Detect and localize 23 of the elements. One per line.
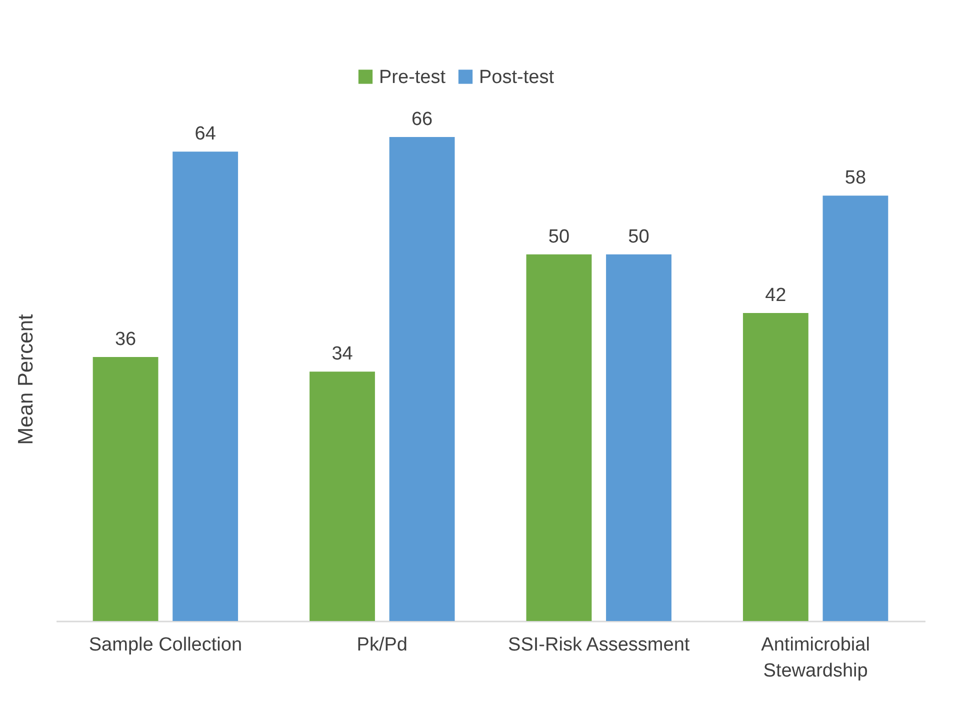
data-label: 50 (628, 226, 650, 248)
bar (742, 313, 808, 621)
x-tick-label: Sample Collection (88, 634, 242, 656)
x-tick-label: SSI-Risk Assessment (508, 634, 690, 656)
legend-label: Post-test (479, 66, 555, 88)
legend-label: Pre-test (379, 66, 446, 88)
data-label: 42 (765, 285, 786, 306)
bar (92, 357, 158, 621)
x-tick-label: Pk/Pd (356, 634, 408, 656)
bar (526, 254, 592, 621)
data-label: 36 (114, 329, 136, 350)
data-label: 64 (194, 124, 216, 145)
data-label: 66 (411, 109, 433, 130)
bar (172, 152, 238, 621)
data-label: 34 (332, 344, 354, 365)
bar (606, 254, 672, 621)
bar (389, 137, 455, 621)
x-tick-label: Antimicrobial Stewardship (761, 634, 870, 682)
y-axis-title: Mean Percent (14, 314, 38, 445)
data-label: 58 (844, 168, 866, 189)
bar (822, 196, 888, 621)
bar (310, 372, 375, 621)
data-label: 50 (548, 226, 570, 248)
